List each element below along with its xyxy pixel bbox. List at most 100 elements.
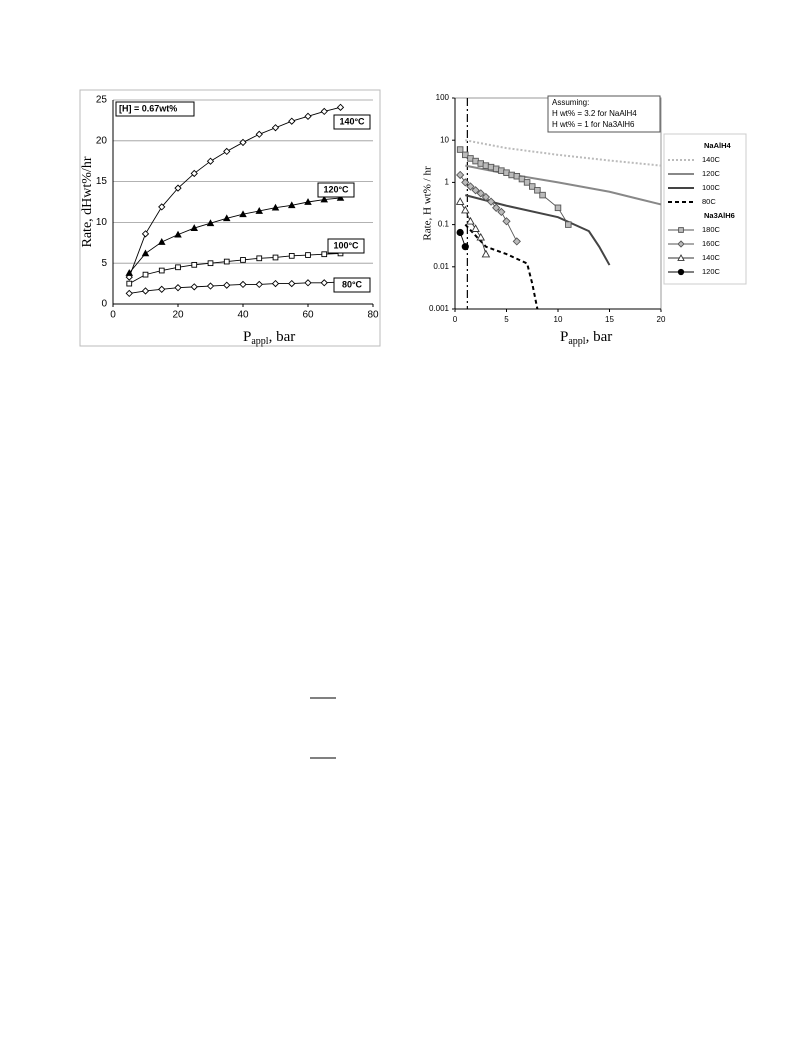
x-label-sub: appl [568,336,585,347]
marker [191,261,198,268]
y-axis-label: Rate, dHwt%/hr [80,156,95,247]
marker [174,230,182,238]
marker [534,187,541,194]
series-line [464,223,539,310]
marker [678,227,684,233]
x-axis-label: Pappl, bar [243,329,295,347]
marker [175,264,181,271]
marker [157,238,166,245]
series-line [465,139,662,167]
marker [288,253,295,259]
marker [481,192,491,202]
series-label-box [333,277,371,293]
marker [518,175,526,183]
marker [336,103,345,111]
marker [486,197,496,206]
marker [320,195,329,203]
x-label-suffix: , bar [269,329,296,345]
marker [206,282,215,290]
marker [271,124,280,132]
marker [272,254,279,261]
marker [466,182,475,191]
marker [512,237,521,246]
y-tick-label: 0.001 [429,304,450,313]
annotation: H wt% = 3.2 for NaAlH4 [552,109,637,118]
series-label: 80°C [342,279,363,289]
marker [529,183,536,190]
marker [456,146,464,153]
marker [239,138,247,147]
y-tick-label: 10 [96,217,108,228]
series-label-box [327,238,365,254]
marker [565,221,572,228]
y-tick-label: 0 [101,299,107,310]
left-chart-frame [79,89,381,347]
legend-label: 120C [702,267,721,276]
marker [239,280,247,289]
marker [497,207,506,217]
legend-label: 140C [702,155,721,164]
marker [206,219,215,227]
legend-label: 100C [702,183,721,192]
marker [461,243,469,251]
marker [304,198,312,205]
marker [456,228,464,237]
marker [461,205,470,214]
x-tick-label: 20 [657,315,666,324]
x-label-main: P [560,329,568,345]
marker [336,193,345,201]
marker [320,107,328,116]
y-tick-label: 10 [440,135,449,144]
marker [255,130,263,138]
legend-label: 120C [702,169,721,178]
y-tick-label: 15 [96,176,108,187]
legend-label: 140C [702,253,721,262]
marker [240,257,246,263]
y-tick-label: 0.1 [438,220,450,229]
marker [456,170,465,180]
marker [190,224,199,231]
marker [125,269,134,276]
annotation-box [547,95,661,133]
marker [471,224,480,232]
y-tick-label: 100 [436,93,450,102]
marker [126,280,133,287]
y-tick-label: 5 [101,258,107,269]
x-tick-label: 20 [172,310,184,321]
annotation: [H] = 0.67wt% [119,103,177,113]
marker [466,216,475,225]
legend-label: 160C [702,239,721,248]
marker [255,207,264,214]
marker [320,279,328,287]
x-tick-label: 40 [237,310,249,321]
legend-group-title: NaAlH4 [704,141,732,150]
marker [287,201,296,209]
x-label-sub: appl [251,336,268,347]
marker [502,217,511,226]
marker [288,279,296,288]
marker [141,249,150,257]
marker [271,203,280,211]
series-label: 100°C [333,240,359,250]
x-tick-label: 0 [110,310,116,321]
marker [476,189,485,198]
marker [677,254,685,261]
marker [455,197,465,205]
marker [462,151,469,159]
x-axis-label: Pappl, bar [560,329,612,347]
legend-group-title: Na3AlH6 [704,211,735,220]
marker [492,203,501,212]
x-tick-label: 60 [302,310,314,321]
marker [471,186,480,195]
marker [321,251,328,258]
marker [174,284,182,292]
marker [239,210,247,218]
series-label: 120°C [323,184,349,194]
series-line [465,194,611,266]
annotation: Assuming: [552,98,589,107]
marker [554,204,562,212]
marker [288,117,296,125]
marker [256,255,263,262]
marker [158,267,165,274]
